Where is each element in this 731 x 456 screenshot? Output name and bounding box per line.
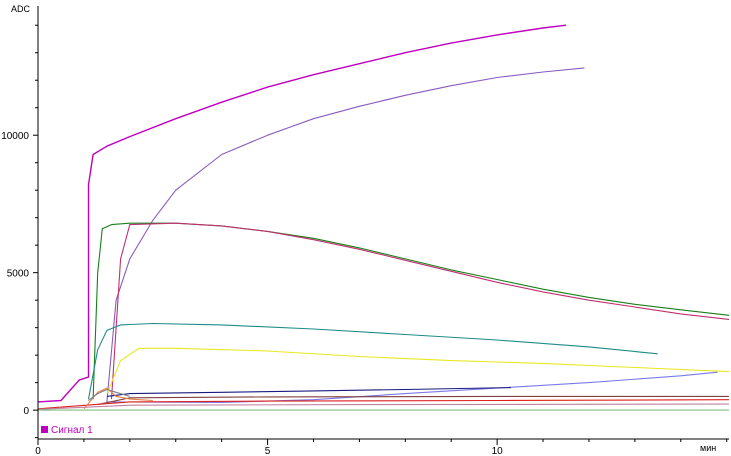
x-tick-label: 10 xyxy=(492,446,504,456)
ticks-layer: 0 5 10 0 5000 10000 xyxy=(1,24,728,456)
series-line-6 xyxy=(106,347,730,394)
series-line-9 xyxy=(97,395,729,406)
y-axis-title: ADC xyxy=(11,4,31,14)
series-line-1 xyxy=(37,24,567,403)
series-line-8 xyxy=(106,387,511,397)
legend: Сигнал 1 xyxy=(41,425,93,436)
x-axis-title: мин xyxy=(700,443,716,453)
axes-layer xyxy=(37,6,729,440)
y-tick-label: 10000 xyxy=(1,131,29,142)
series-line-10 xyxy=(37,399,730,410)
series-line-4 xyxy=(110,222,730,400)
series-line-7 xyxy=(106,371,718,403)
x-tick-label: 5 xyxy=(265,446,271,456)
series-line-5 xyxy=(87,322,658,400)
series-line-2 xyxy=(106,67,585,402)
series-line-14 xyxy=(88,388,130,401)
y-tick-label: 5000 xyxy=(7,269,30,280)
y-tick-label: 0 xyxy=(23,406,29,417)
series-line-3 xyxy=(92,222,730,400)
legend-swatch xyxy=(41,426,48,433)
x-tick-label: 0 xyxy=(35,446,41,456)
series-layer xyxy=(37,24,730,411)
legend-label: Сигнал 1 xyxy=(51,425,93,436)
series-line-11 xyxy=(37,403,730,410)
